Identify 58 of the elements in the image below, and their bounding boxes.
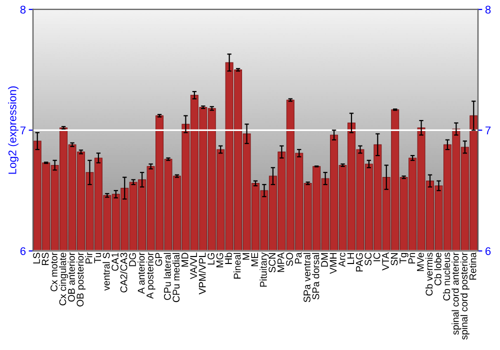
x-tick-label: A anterior bbox=[138, 252, 145, 294]
x-tick-label: GP bbox=[155, 252, 162, 266]
x-tick-label: OB anterior bbox=[68, 252, 75, 302]
x-tick-label: Tg bbox=[400, 252, 408, 264]
x-tick-label: MVe bbox=[417, 252, 424, 271]
x-tick-label: CA2/CA3 bbox=[120, 252, 128, 292]
x-tick-label: SPa dorsal bbox=[312, 252, 320, 300]
x-tick-label: MPA bbox=[278, 252, 284, 272]
x-tick-label: CPu medial bbox=[172, 252, 180, 302]
x-tick-label: Cb vermis bbox=[425, 252, 433, 296]
x-tick-label: M bbox=[242, 253, 250, 260]
x-tick-label: VPM/VPL bbox=[198, 252, 206, 294]
x-tick-label: VA/VL bbox=[190, 252, 198, 280]
x-tick-label: Cx cingulate bbox=[59, 252, 68, 306]
x-tick-label: OB posterior bbox=[76, 252, 86, 306]
y-tick-label: 8 bbox=[20, 6, 26, 14]
x-tick-label: ME bbox=[251, 252, 258, 266]
y2-tick-label: 6 bbox=[486, 247, 491, 256]
x-tick-label: SN bbox=[390, 253, 398, 266]
x-tick-label: MG bbox=[216, 253, 224, 268]
x-tick-label: Arc bbox=[338, 252, 346, 267]
x-tick-label: ventral S bbox=[102, 252, 110, 291]
x-tick-label: SCN bbox=[268, 253, 276, 272]
x-tick-label: Tu bbox=[94, 252, 102, 264]
x-tick-label: DM bbox=[321, 253, 328, 267]
x-tick-label: SPa ventral bbox=[303, 252, 310, 302]
x-tick-label: CPu lateral bbox=[164, 252, 171, 300]
x-tick-label: A posterior bbox=[146, 252, 156, 299]
x-tick-label: Cb lobe bbox=[434, 252, 442, 286]
x-tick-label: Pir bbox=[85, 252, 92, 264]
x-tick-label: Pineal bbox=[234, 252, 241, 279]
x-tick-label: LH bbox=[347, 253, 354, 264]
x-tick-label: VMH bbox=[330, 253, 337, 274]
x-tick-label: SC bbox=[364, 252, 372, 266]
x-tick-label: spinal cord posterior bbox=[460, 252, 470, 340]
y2-tick-label: 7 bbox=[486, 126, 491, 134]
x-tick-label: Cb nucleus bbox=[442, 252, 450, 300]
x-tick-label: Retina bbox=[469, 252, 476, 280]
x-tick-label: Pa bbox=[294, 252, 302, 264]
x-tick-label: SO bbox=[286, 252, 294, 266]
x-tick-label: DG bbox=[129, 253, 136, 266]
x-tick-label: Cx motor bbox=[50, 252, 58, 292]
x-tick-label: PAG bbox=[356, 253, 363, 272]
x-tick-label: spinal cord anterior bbox=[452, 252, 461, 335]
x-tick-label: VTA bbox=[382, 252, 389, 270]
x-tick-label: MD bbox=[182, 252, 188, 267]
y-tick-label: 7 bbox=[20, 126, 26, 134]
y-axis-title: Log2 (expression) bbox=[8, 86, 18, 174]
y-tick-label: 6 bbox=[20, 247, 26, 256]
x-tick-label: LS bbox=[33, 252, 40, 264]
x-tick-label: Pn bbox=[408, 252, 416, 264]
x-tick-label: CA1 bbox=[112, 252, 118, 271]
x-tick-label: Pituitary bbox=[260, 252, 269, 287]
x-tick-label: RS bbox=[42, 252, 49, 266]
y2-tick-label: 8 bbox=[485, 6, 491, 14]
x-tick-label: IC bbox=[373, 252, 380, 262]
x-tick-label: Hb bbox=[224, 252, 232, 264]
x-tick-label: LG bbox=[208, 253, 214, 265]
